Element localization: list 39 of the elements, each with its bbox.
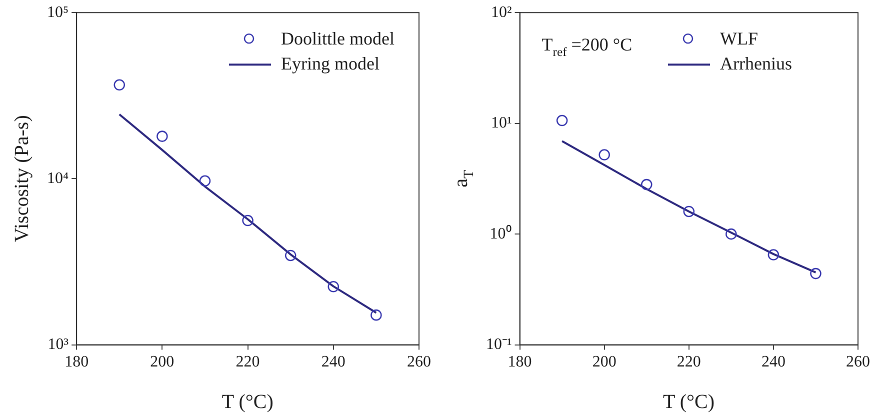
point <box>114 79 126 91</box>
point <box>683 206 695 218</box>
y-tick-label: 10⁰ <box>490 224 512 242</box>
point <box>242 214 254 226</box>
x-axis-title: T (°C) <box>222 391 274 413</box>
legend-label: Arrhenius <box>720 54 792 74</box>
point <box>156 130 168 142</box>
legend-label: Eyring model <box>281 54 380 74</box>
y-tick-label: 10⁴ <box>47 170 69 187</box>
y-tick-label: 10⁵ <box>47 4 69 21</box>
point <box>556 114 568 126</box>
x-tick-label: 220 <box>676 354 701 371</box>
y-axis-title: aT <box>450 170 477 188</box>
y-tick-label: 10³ <box>48 336 69 354</box>
y-tick-label: 10⁻¹ <box>486 336 512 354</box>
x-tick-label: 180 <box>508 354 532 371</box>
x-tick-label: 200 <box>592 354 616 371</box>
point <box>370 309 382 321</box>
point <box>284 250 296 262</box>
point <box>640 178 652 190</box>
point <box>810 268 822 280</box>
x-tick-label: 240 <box>321 354 346 371</box>
y-axis-title: Viscosity (Pa-s) <box>11 115 33 242</box>
legend-label: Doolittle model <box>281 28 394 49</box>
y-tick-label: 10¹ <box>491 114 512 132</box>
point <box>768 249 780 260</box>
x-tick-label: 180 <box>64 354 89 371</box>
x-tick-label: 260 <box>846 354 870 371</box>
point <box>598 149 610 160</box>
x-axis-title: T (°C) <box>662 391 714 413</box>
point <box>328 280 340 292</box>
point <box>199 175 211 187</box>
x-tick-label: 220 <box>236 354 260 371</box>
x-tick-label: 200 <box>150 354 174 371</box>
x-tick-label: 260 <box>407 354 431 371</box>
y-tick-label: 10² <box>491 4 512 21</box>
point <box>726 228 737 240</box>
legend-label: WLF <box>720 28 758 49</box>
x-tick-label: 240 <box>761 354 786 371</box>
